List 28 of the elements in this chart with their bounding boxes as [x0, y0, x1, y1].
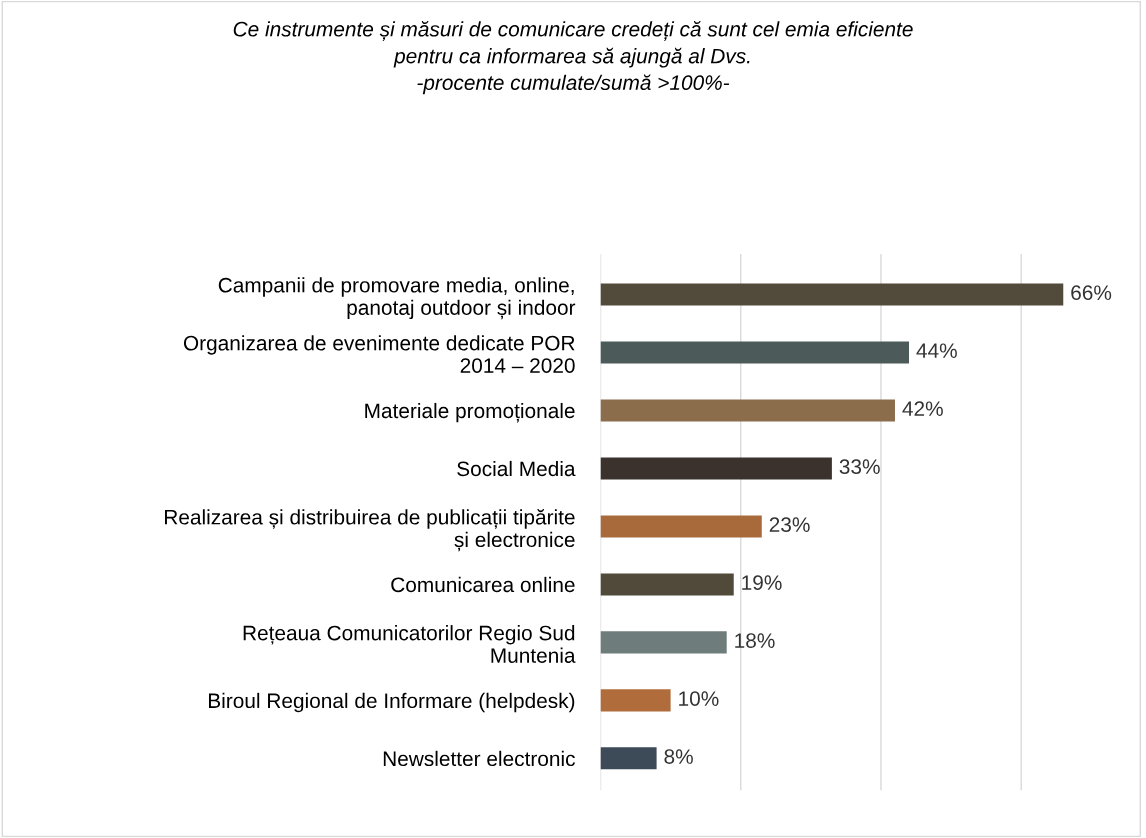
- data-label: 10%: [679, 691, 719, 706]
- data-label: 42%: [902, 401, 943, 416]
- bar: [600, 341, 910, 364]
- y-tick-label: Newsletter electronic: [383, 750, 575, 767]
- y-tick-label: Organizarea de evenimente dedicate POR 2014 – 2020: [183, 335, 575, 373]
- y-tick-label: Campanii de promovare media, online, panotaj outdoor și indoor: [218, 277, 576, 320]
- bar: [600, 399, 895, 422]
- data-label: 33%: [839, 459, 880, 475]
- y-tick-label: Biroul Regional de Informare (helpdesk): [208, 692, 575, 713]
- bar: [600, 747, 657, 770]
- data-label: 8%: [664, 749, 693, 764]
- bar: [600, 573, 734, 596]
- y-tick-label: Social Media: [457, 460, 576, 477]
- y-tick-label: Realizarea și distribuirea de publicații tipărite și electronice: [165, 508, 575, 552]
- y-tick-label: Rețeaua Comunicatorilor Regio Sud Muntenia: [243, 625, 576, 663]
- y-tick-label: Materiale promoționale: [365, 402, 575, 423]
- y-tick-label: Comunicarea online: [391, 576, 575, 593]
- data-label: 23%: [769, 517, 810, 533]
- data-label: 18%: [735, 633, 775, 648]
- data-label: 19%: [742, 575, 782, 590]
- bar: [600, 283, 1064, 306]
- bar: [600, 515, 762, 538]
- chart-title: Ce instrumente și măsuri de comunicare credeți că sunt cel emia eficiente pentru ca informarea să ajungă al Dvs. -procente cumulate/sumă >100%-: [233, 20, 913, 95]
- data-label: 44%: [916, 343, 957, 358]
- data-label: 66%: [1071, 285, 1112, 301]
- bar: [600, 457, 832, 480]
- bar: [600, 631, 727, 654]
- bar: [600, 689, 671, 712]
